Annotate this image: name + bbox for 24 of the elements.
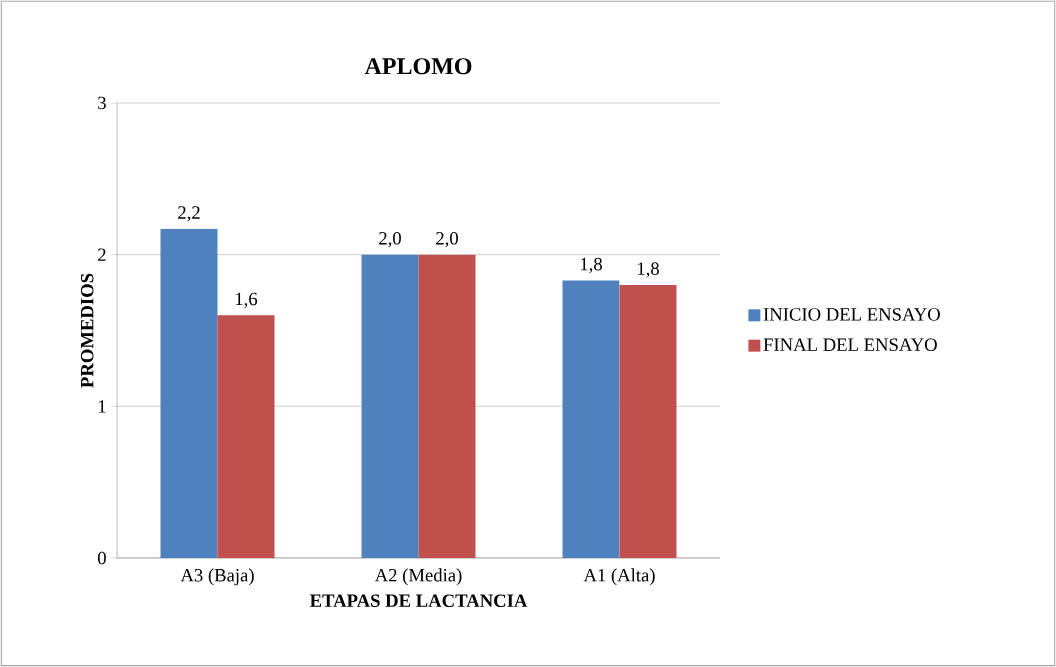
x-tick-label: A2 (Media) xyxy=(374,568,462,586)
legend-label: FINAL DEL ENSAYO xyxy=(763,338,937,352)
bar xyxy=(160,228,218,558)
data-label: 1,6 xyxy=(235,292,258,308)
legend-label: INICIO DEL ENSAYO xyxy=(763,308,940,321)
data-label: 2,0 xyxy=(379,231,401,248)
y-axis-title: PROMEDIOS xyxy=(80,273,94,388)
bar xyxy=(619,284,677,558)
x-axis-title: ETAPAS DE LACTANCIA xyxy=(309,594,528,608)
bar xyxy=(217,315,275,558)
bar xyxy=(361,254,419,558)
bar xyxy=(418,254,476,558)
x-tick-label: A1 (Alta) xyxy=(583,568,655,586)
y-tick-label: 1 xyxy=(98,400,106,413)
data-label: 1,8 xyxy=(580,257,602,274)
y-tick-label: 2 xyxy=(98,248,106,261)
x-tick-label: A3 (Baja) xyxy=(180,568,254,586)
data-label: 2,0 xyxy=(436,231,458,248)
data-label: 2,2 xyxy=(178,206,200,222)
y-tick-label: 0 xyxy=(97,551,106,565)
bar xyxy=(562,280,620,558)
data-label: 1,8 xyxy=(637,262,659,278)
chart-title: APLOMO xyxy=(364,58,472,75)
y-tick-label: 3 xyxy=(98,96,106,110)
